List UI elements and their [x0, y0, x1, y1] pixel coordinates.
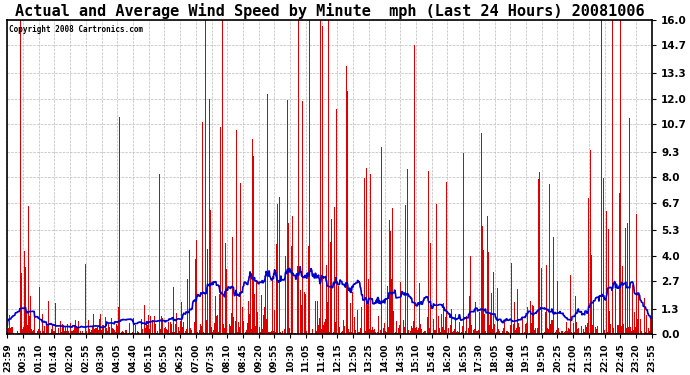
Text: Copyright 2008 Cartronics.com: Copyright 2008 Cartronics.com	[8, 25, 143, 34]
Title: Actual and Average Wind Speed by Minute  mph (Last 24 Hours) 20081006: Actual and Average Wind Speed by Minute …	[15, 3, 644, 19]
